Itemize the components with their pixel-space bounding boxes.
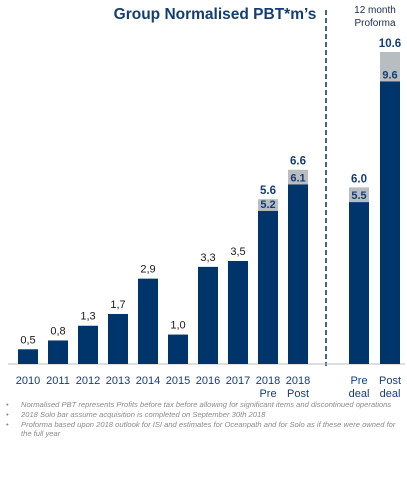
data-label: 6.1	[290, 172, 305, 184]
bar	[349, 202, 369, 364]
total-label: 6.6	[290, 156, 306, 168]
bar	[258, 210, 278, 364]
footnotes: • Normalised PBT represents Profits befor…	[0, 400, 400, 439]
x-tick-label: Post	[379, 375, 401, 387]
bullet: •	[6, 420, 9, 429]
footnote-item: • Normalised PBT represents Profits befor…	[0, 400, 400, 409]
data-label: 1,7	[110, 299, 125, 311]
x-tick-label: 2017	[226, 375, 250, 387]
bar	[168, 334, 188, 364]
footnote-item: • Proforma based upon 2018 outlook for IS…	[0, 420, 400, 438]
footnote-item: • 2018 Solo bar assume acquisition is com…	[0, 410, 400, 419]
bar	[78, 325, 98, 364]
x-tick-label: Post	[287, 388, 309, 400]
bar	[228, 260, 248, 364]
bar	[48, 340, 68, 364]
x-tick-label: 2018	[256, 375, 280, 387]
chart-title: Group Normalised PBT*m’s	[114, 6, 317, 23]
x-tick-label: 2014	[136, 375, 160, 387]
bar-uplift	[380, 52, 400, 82]
data-label: 0,5	[20, 334, 35, 346]
footnote-text: Proforma based upon 2018 outlook for ISI…	[21, 420, 396, 438]
data-label: 5.2	[260, 199, 275, 211]
footnote-text: Normalised PBT represents Profits before…	[21, 400, 392, 409]
x-tick-label: 2010	[16, 375, 40, 387]
data-label: 2,9	[140, 264, 155, 276]
bullet: •	[6, 400, 9, 409]
bar	[138, 278, 158, 364]
bar-uplift	[288, 169, 308, 185]
x-tick-label: Pre	[350, 375, 367, 387]
data-label: 3,3	[200, 252, 215, 264]
x-tick-label: 2013	[106, 375, 130, 387]
x-tick-label: deal	[349, 388, 370, 400]
footnote-text: 2018 Solo bar assume acquisition is comp…	[21, 410, 266, 419]
x-tick-label: 2016	[196, 375, 220, 387]
bar-uplift	[349, 187, 369, 203]
x-tick-label: 2011	[46, 375, 70, 387]
total-label: 5.6	[260, 185, 276, 197]
bullet: •	[6, 410, 9, 419]
total-label: 10.6	[379, 38, 401, 50]
chart: Group Normalised PBT*m’s 12 month Profor…	[8, 5, 405, 400]
proforma-label-line-2: Proforma	[354, 18, 396, 29]
total-label: 6.0	[351, 173, 367, 185]
data-label: 5.5	[351, 190, 366, 202]
x-tick-label: deal	[380, 388, 401, 400]
bar	[380, 81, 400, 364]
x-tick-label: 2012	[76, 375, 100, 387]
data-label: 1,3	[80, 311, 95, 323]
x-tick-label: Pre	[259, 388, 276, 400]
data-label: 9.6	[382, 69, 397, 81]
data-label: 0,8	[50, 325, 65, 337]
x-tick-label: 2018	[286, 375, 310, 387]
bar	[18, 349, 38, 364]
data-label: 3,5	[230, 246, 245, 258]
bar	[288, 184, 308, 364]
x-tick-label: 2015	[166, 375, 190, 387]
bar	[198, 266, 218, 364]
bar	[108, 313, 128, 364]
bar-uplift	[258, 199, 278, 211]
data-label: 1,0	[170, 320, 185, 332]
bars-layer: 0,5 2010 0,8 2011 1,3 2012 1,7 2013 2,9 2014 1,0 20…	[16, 38, 401, 400]
proforma-label-line-1: 12 month	[354, 5, 396, 16]
